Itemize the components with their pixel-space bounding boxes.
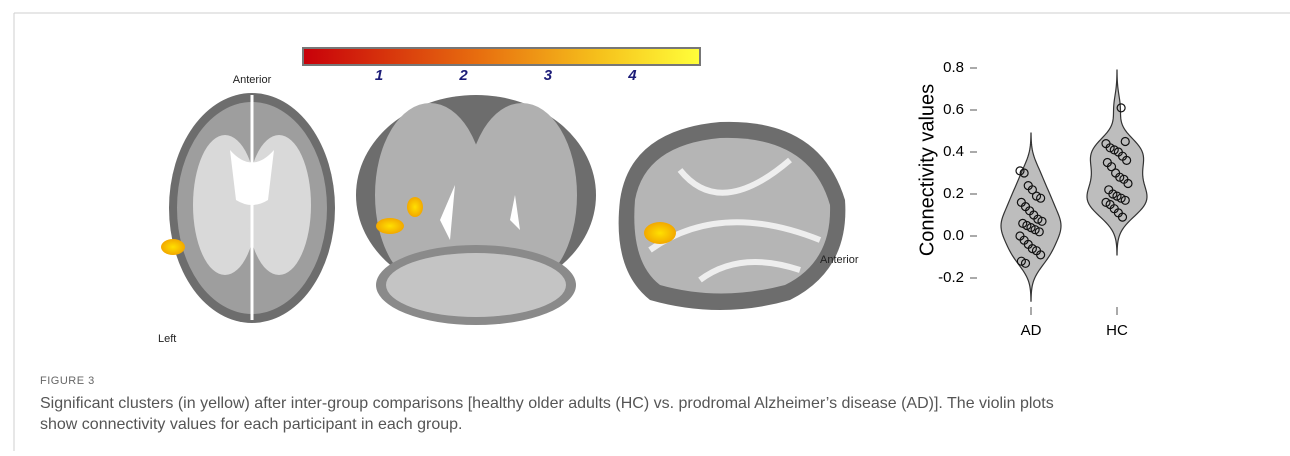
data-point [1117,212,1128,222]
data-point [1019,168,1029,178]
data-point [1120,136,1130,147]
data-point [1027,185,1037,195]
cluster [407,197,423,217]
coronal-brain [356,95,596,325]
cluster [644,222,676,244]
caption-line: Significant clusters (in yellow) after i… [40,395,1054,412]
axial-brain [161,93,335,323]
colorbar-tick-label: 4 [627,67,637,84]
y-tick-label: 0.4 [943,143,964,160]
brain-label: Anterior [233,74,272,86]
cluster [161,239,185,255]
colorbar-tick-label: 3 [544,67,553,84]
brain-label: Anterior [820,254,859,266]
colorbar [302,47,701,66]
violin [1000,132,1062,302]
data-point [1123,178,1133,189]
data-point [1037,216,1047,226]
y-tick-label: 0.8 [943,59,964,76]
y-tick-label: -0.2 [938,269,964,286]
data-point [1120,195,1130,205]
data-point [1034,227,1044,237]
data-point [1036,250,1046,260]
y-tick-label: 0.6 [943,101,964,118]
colorbar-tick-label: 2 [458,67,468,84]
caption-line: show connectivity values for each partic… [40,416,462,433]
colorbar-tick-label: 1 [375,67,383,84]
violin [1086,69,1148,256]
data-point [1036,193,1046,203]
data-point [1106,162,1117,172]
y-tick-label: 0.0 [943,227,964,244]
x-tick-label: AD [1021,322,1042,339]
y-axis-title: Connectivity values [916,84,938,256]
cluster [376,218,404,234]
x-tick-label: HC [1106,322,1128,339]
data-point [1116,103,1126,113]
sagittal-brain [618,121,846,310]
data-point [1122,155,1132,165]
figure-label: FIGURE 3 [40,375,95,387]
y-tick-label: 0.2 [943,185,964,202]
data-point [1020,258,1031,268]
brain-label: Left [158,333,176,345]
